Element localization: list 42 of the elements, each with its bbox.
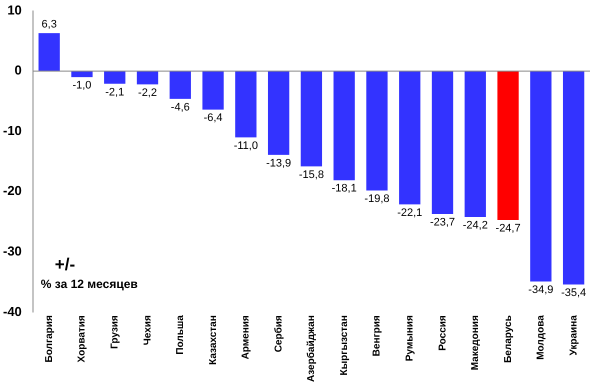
data-label: -34,9 [528, 284, 554, 296]
data-label: -19,8 [364, 192, 390, 205]
y-tick-label: -30 [2, 244, 22, 259]
x-tick-label: Болгария [44, 315, 55, 362]
data-label: -22,1 [397, 206, 422, 219]
data-label: -15,8 [298, 168, 324, 181]
y-tick-label: -20 [2, 183, 22, 198]
data-label: -2,2 [138, 86, 157, 99]
data-label: -6,4 [204, 112, 223, 124]
data-label: -24,7 [496, 222, 521, 235]
x-tick-label: Сербия [273, 315, 284, 352]
x-tick-label: Македония [470, 315, 482, 370]
y-tick-label: 0 [14, 62, 22, 78]
x-tick-label: Армения [240, 315, 252, 360]
x-tick-label: Молдова [536, 314, 547, 360]
x-tick-label: Азербайджан [306, 315, 318, 382]
data-label: -2,1 [105, 86, 124, 98]
annotation: % за 12 месяцев [40, 277, 138, 292]
annotation: +/- [54, 255, 76, 274]
y-tick-label: 10 [7, 2, 22, 18]
data-label: -18,1 [332, 182, 357, 195]
x-tick-label: Грузия [109, 315, 120, 349]
data-label: -23,7 [430, 216, 456, 228]
x-tick-label: Хорватия [76, 315, 88, 362]
x-tick-label: Украина [568, 314, 580, 356]
x-tick-label: Венгрия [372, 315, 383, 356]
data-label: 6,3 [42, 18, 57, 31]
y-tick-label: -10 [2, 122, 22, 138]
data-label: -1,0 [72, 80, 92, 92]
x-tick-label: Чехия [142, 315, 154, 346]
x-tick-label: Польша [175, 314, 186, 355]
x-tick-label: Россия [437, 315, 448, 351]
data-label: -4,6 [170, 101, 190, 114]
x-tick-label: Казахстан [208, 315, 219, 365]
x-tick-label: Беларусь [502, 315, 514, 363]
x-tick-label: Кыргызстан [338, 315, 350, 376]
data-label: -24,2 [462, 220, 488, 232]
data-label: -11,0 [234, 140, 258, 152]
y-tick-label: -40 [2, 304, 22, 319]
data-label: -35,4 [561, 287, 586, 300]
x-tick-label: Румыния [404, 315, 416, 362]
data-label: -13,9 [266, 157, 292, 170]
